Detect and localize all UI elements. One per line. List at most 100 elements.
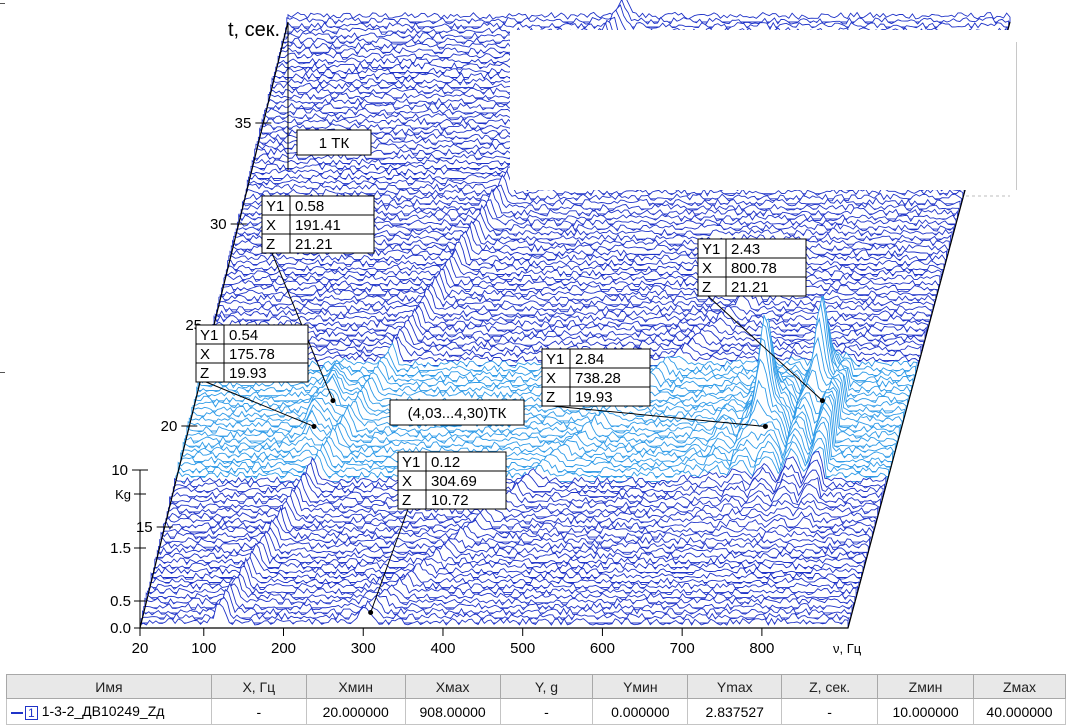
spectrum-trace bbox=[158, 527, 869, 553]
spectrum-trace bbox=[207, 325, 923, 351]
x-tick-label: 200 bbox=[271, 640, 296, 657]
marker-key: X bbox=[546, 370, 556, 387]
series-name: 1-3-2_ДВ10249_Zд bbox=[41, 703, 165, 720]
cell-xmin: 20.000000 bbox=[305, 698, 406, 725]
t-tick-label: 35 bbox=[235, 115, 252, 132]
marker-box bbox=[261, 195, 375, 254]
marker-value: 21.21 bbox=[731, 279, 769, 296]
marker-value: 800.78 bbox=[731, 260, 777, 277]
t-tick-label: 20 bbox=[161, 418, 178, 435]
amplitude-axis-label: Kg bbox=[115, 487, 131, 502]
overlay-panel bbox=[510, 30, 1018, 190]
annotation-box bbox=[296, 129, 372, 156]
spectrum-trace bbox=[145, 577, 856, 604]
marker-key: Z bbox=[546, 389, 555, 406]
table-row[interactable]: 1 1-3-2_ДВ10249_Zд - 20.000000 908.00000 … bbox=[6, 698, 1066, 725]
col-y[interactable]: Y, g bbox=[499, 674, 594, 699]
overlay-panel-edge bbox=[1016, 42, 1017, 190]
x-tick-label: 20 bbox=[132, 640, 149, 657]
x-tick-label: 700 bbox=[670, 640, 695, 657]
marker-key: Z bbox=[200, 365, 209, 382]
annotation-label: 1 ТК bbox=[319, 135, 350, 152]
col-name[interactable]: Имя bbox=[6, 674, 212, 699]
col-zmin[interactable]: Zмин bbox=[877, 674, 974, 699]
marker-point bbox=[368, 609, 374, 615]
spectrum-trace bbox=[154, 541, 865, 568]
marker-value: 10.72 bbox=[431, 492, 469, 509]
marker-value: 21.21 bbox=[295, 236, 333, 253]
x-tick-label: 600 bbox=[590, 640, 615, 657]
spectrum-trace bbox=[286, 0, 1010, 28]
cell-x: - bbox=[210, 698, 307, 725]
amplitude-tick-label: 1.5 bbox=[110, 540, 131, 557]
marker-value: 2.84 bbox=[575, 351, 604, 368]
spectrum-trace bbox=[139, 603, 849, 629]
cell-xmax: 908.00000 bbox=[404, 698, 501, 725]
marker-key: Y1 bbox=[402, 454, 420, 471]
marker-key: X bbox=[702, 260, 712, 277]
col-z[interactable]: Z, сек. bbox=[781, 674, 879, 699]
col-ymax[interactable]: Ymax bbox=[687, 674, 783, 699]
x-tick-label: 800 bbox=[749, 640, 774, 657]
spectrum-trace bbox=[225, 247, 943, 275]
marker-leader bbox=[551, 405, 766, 427]
legend-header-row: Имя X, Гц Xмин Xмах Y, g Yмин Ymax Z, се… bbox=[6, 674, 1066, 699]
marker-point bbox=[819, 398, 825, 404]
marker-key: X bbox=[200, 346, 210, 363]
spectrum-trace bbox=[206, 328, 922, 356]
cell-z: - bbox=[781, 698, 879, 725]
marker-key: X bbox=[266, 217, 276, 234]
marker-boxes: Y1 0.58 X 191.41 Z 21.21 Y1 0.54 X 175.78 Z 19.93 Y1… bbox=[195, 129, 807, 510]
marker-box bbox=[697, 238, 807, 297]
spectrum-trace bbox=[208, 319, 925, 346]
t-tick-label: 10 bbox=[111, 462, 128, 479]
spectrum-trace bbox=[150, 556, 861, 583]
t-tick-label: 15 bbox=[136, 519, 153, 536]
col-xmax[interactable]: Xмах bbox=[404, 674, 501, 699]
spectrum-trace bbox=[211, 308, 927, 336]
marker-point bbox=[762, 423, 768, 429]
marker-leader bbox=[707, 295, 823, 401]
col-x[interactable]: X, Гц bbox=[210, 674, 307, 699]
spectrum-trace bbox=[162, 506, 875, 533]
marker-value: 175.78 bbox=[229, 346, 275, 363]
spectrum-trace bbox=[177, 429, 891, 472]
series-index: 1 bbox=[25, 705, 38, 720]
x-axis-label: ν, Гц bbox=[833, 641, 862, 656]
x-tick-label: 100 bbox=[191, 640, 216, 657]
series-line-icon bbox=[11, 711, 23, 714]
spectrum-trace bbox=[155, 534, 866, 563]
col-xmin[interactable]: Xмин bbox=[305, 674, 406, 699]
marker-leader bbox=[205, 381, 315, 427]
x-tick-label: 500 bbox=[510, 640, 535, 657]
spectrum-trace bbox=[144, 583, 854, 609]
col-ymin[interactable]: Yмин bbox=[592, 674, 689, 699]
annotation-label: (4,03...4,30)ТК bbox=[408, 405, 507, 422]
marker-value: 738.28 bbox=[575, 370, 621, 387]
x-tick-label: 300 bbox=[351, 640, 376, 657]
marker-key: Y1 bbox=[200, 327, 218, 344]
marker-key: Y1 bbox=[266, 198, 284, 215]
amplitude-tick-label: 0.5 bbox=[110, 593, 131, 610]
amplitude-tick-label: 0.0 bbox=[110, 620, 131, 637]
spectrum-trace bbox=[153, 542, 864, 573]
spectrum-trace bbox=[149, 557, 860, 589]
marker-box bbox=[195, 324, 309, 383]
marker-value: 19.93 bbox=[229, 365, 267, 382]
cell-ymax: 2.837527 bbox=[687, 698, 783, 725]
cell-zmax: 40.000000 bbox=[973, 698, 1066, 725]
marker-key: X bbox=[402, 473, 412, 490]
spectrum-trace bbox=[172, 459, 885, 493]
series-name-cell[interactable]: 1 1-3-2_ДВ10249_Zд bbox=[6, 698, 212, 725]
spectrum-trace bbox=[164, 500, 876, 528]
spectrum-trace bbox=[160, 515, 872, 543]
spectrum-trace bbox=[227, 241, 945, 270]
marker-key: Z bbox=[702, 279, 711, 296]
col-zmax[interactable]: Zмax bbox=[973, 674, 1066, 699]
marker-value: 0.54 bbox=[229, 327, 258, 344]
marker-value: 0.12 bbox=[431, 454, 460, 471]
x-tick-label: 400 bbox=[430, 640, 455, 657]
spectrum-trace bbox=[229, 230, 947, 260]
marker-value: 191.41 bbox=[295, 217, 341, 234]
